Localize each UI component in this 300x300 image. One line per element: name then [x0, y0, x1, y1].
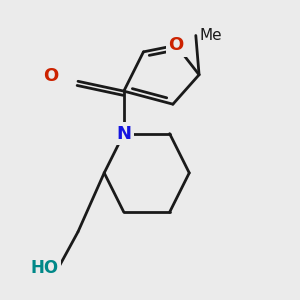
Text: O: O — [169, 36, 184, 54]
Text: HO: HO — [30, 259, 58, 277]
Text: Me: Me — [199, 28, 222, 43]
Text: N: N — [116, 124, 131, 142]
Text: O: O — [43, 68, 58, 85]
